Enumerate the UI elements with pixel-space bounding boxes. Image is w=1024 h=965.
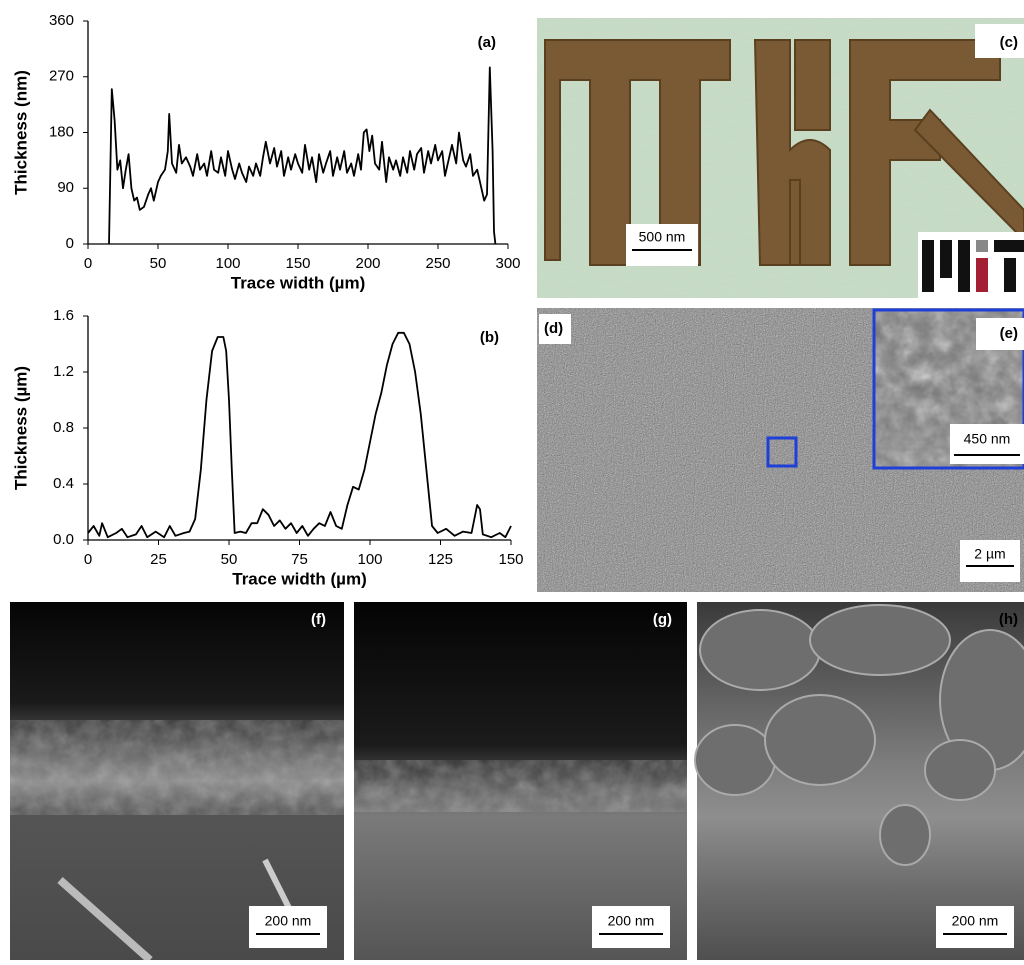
panel-label: (c) <box>1000 34 1018 51</box>
x-tick-label: 300 <box>495 255 520 272</box>
x-tick-label: 0 <box>84 255 92 272</box>
y-tick-label: 0.4 <box>53 475 74 492</box>
x-tick-label: 25 <box>150 551 167 568</box>
x-axis-label: Trace width (µm) <box>231 273 365 292</box>
x-tick-label: 250 <box>425 255 450 272</box>
x-tick-label: 150 <box>498 551 523 568</box>
y-tick-label: 360 <box>49 12 74 29</box>
x-axis-label: Trace width (µm) <box>232 569 366 588</box>
y-tick-label: 0.0 <box>53 531 74 548</box>
y-axis-label: Thickness (nm) <box>11 70 30 195</box>
scale-bar-label: 500 nm <box>639 229 686 245</box>
scale-bar-label: 2 µm <box>974 546 1005 562</box>
x-tick-label: 100 <box>357 551 382 568</box>
panel-label: (f) <box>311 611 326 628</box>
y-tick-label: 1.6 <box>53 307 74 324</box>
scale-bar-label: 200 nm <box>952 913 999 929</box>
panel-label: (e) <box>1000 325 1018 342</box>
x-tick-label: 150 <box>285 255 310 272</box>
scale-bar-label: 450 nm <box>964 431 1011 447</box>
panel-label: (a) <box>478 34 496 51</box>
panel-label: (g) <box>653 611 672 628</box>
data-line <box>88 333 511 537</box>
panel-d <box>537 308 1024 592</box>
panel-label: (d) <box>544 320 563 337</box>
y-tick-label: 180 <box>49 123 74 140</box>
y-tick-label: 1.2 <box>53 363 74 380</box>
x-tick-label: 50 <box>150 255 167 272</box>
panel-h <box>695 602 1024 960</box>
data-line <box>109 67 495 244</box>
panel-label: (b) <box>480 329 499 346</box>
x-tick-label: 100 <box>215 255 240 272</box>
y-tick-label: 90 <box>57 179 74 196</box>
y-tick-label: 270 <box>49 68 74 85</box>
x-tick-label: 0 <box>84 551 92 568</box>
x-tick-label: 125 <box>428 551 453 568</box>
panel-c <box>537 18 1024 298</box>
x-tick-label: 200 <box>355 255 380 272</box>
panel-label: (h) <box>999 611 1018 628</box>
scale-bar-label: 200 nm <box>608 913 655 929</box>
scale-bar-label: 200 nm <box>265 913 312 929</box>
figure: (c) 500 nm (d) 2 µm (e) 450 nm (f) 200 n… <box>0 0 1024 960</box>
y-tick-label: 0 <box>66 235 74 252</box>
panel-f <box>10 602 344 960</box>
x-tick-label: 50 <box>221 551 238 568</box>
y-tick-label: 0.8 <box>53 419 74 436</box>
panel-g <box>354 602 687 960</box>
x-tick-label: 75 <box>291 551 308 568</box>
y-axis-label: Thickness (µm) <box>11 366 30 490</box>
